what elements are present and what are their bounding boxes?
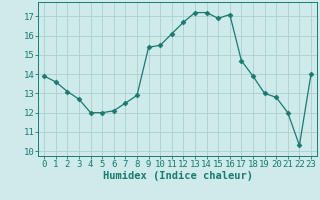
X-axis label: Humidex (Indice chaleur): Humidex (Indice chaleur) bbox=[103, 171, 252, 181]
